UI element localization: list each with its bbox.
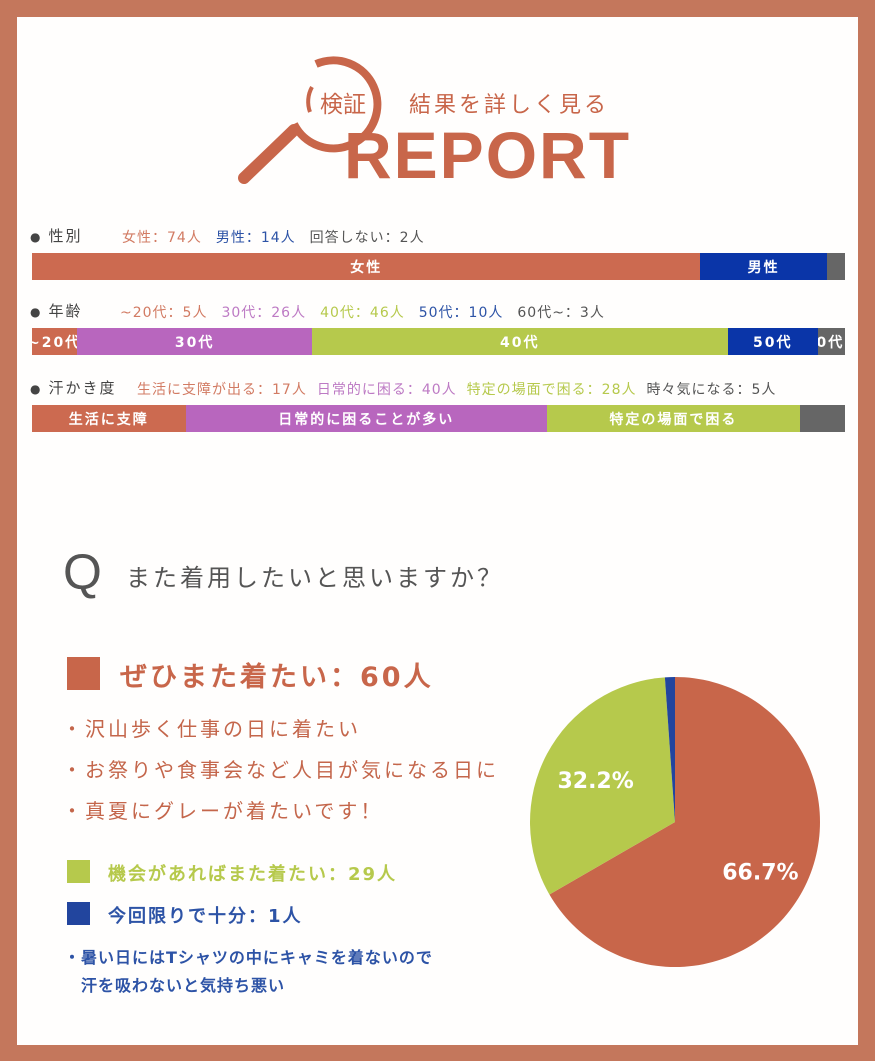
bar-segment: 60代~ xyxy=(817,328,845,355)
legend-entry: 生活に支障が出る：17人 xyxy=(137,382,307,398)
bar-segment: ~20代 xyxy=(32,328,78,355)
logo-badge: 検証 xyxy=(320,92,366,118)
legend-entry: 30代：26人 xyxy=(221,305,307,321)
row-label: ● 年齢 xyxy=(30,302,83,320)
comment: ・沢山歩く仕事の日に着たい xyxy=(62,717,361,741)
bar-segment xyxy=(826,253,845,280)
magnifier-icon xyxy=(238,56,382,184)
pie-slice xyxy=(530,677,675,895)
main-comments: ・沢山歩く仕事の日に着たい ・お祭りや食事会など人目が気になる日に ・真夏にグレ… xyxy=(62,713,499,836)
row-label: ● 汗かき度 xyxy=(30,379,117,397)
bar-segment: 30代 xyxy=(77,328,313,355)
row-legend: 女性：74人 男性：14人 回答しない：2人 xyxy=(122,227,439,247)
legend-entry: 回答しない：2人 xyxy=(309,230,425,246)
bar-segment: 50代 xyxy=(727,328,818,355)
row-label-text: 汗かき度 xyxy=(48,379,117,397)
logo-subtitle: 結果を詳しく見る xyxy=(409,93,610,118)
bar-segment: 女性 xyxy=(32,253,701,280)
stacked-bar: ~20代30代40代50代60代~ xyxy=(32,328,845,355)
row-label: ● 性別 xyxy=(30,227,83,245)
answer-third-label: 今回限りで十分：1人 xyxy=(108,906,303,927)
report-panel: 検証 結果を詳しく見る REPORT xyxy=(17,17,858,1045)
row-label-text: 年齢 xyxy=(48,302,83,320)
legend-entry: 女性：74人 xyxy=(122,230,202,246)
legend-swatch-main xyxy=(67,657,100,690)
comment: ・真夏にグレーが着たいです！ xyxy=(62,799,384,823)
stacked-bar: 女性 男性 xyxy=(32,253,845,280)
answer-main-label: ぜひまた着たい：60人 xyxy=(120,662,434,693)
legend-entry: 50代：10人 xyxy=(418,305,504,321)
pie-chart: 66.7% 32.2% xyxy=(530,677,820,967)
comment: ・暑い日にはTシャツの中にキャミを着ないので xyxy=(64,948,433,967)
comment: 汗を吸わないと気持ち悪い xyxy=(64,976,286,995)
comment: ・お祭りや食事会など人目が気になる日に xyxy=(62,758,499,782)
row-legend: 生活に支障が出る：17人 日常的に困る：40人 特定の場面で困る：28人 時々気になる… xyxy=(137,379,786,399)
logo-title: REPORT xyxy=(344,118,632,192)
bar-segment: 生活に支障 xyxy=(32,405,186,432)
third-comments: ・暑い日にはTシャツの中にキャミを着ないので 汗を吸わないと気持ち悪い xyxy=(64,944,433,1000)
pie-percent-label: 32.2% xyxy=(557,769,633,794)
legend-entry: 特定の場面で困る：28人 xyxy=(466,382,637,398)
legend-swatch-third xyxy=(67,902,90,925)
bar-segment: 日常的に困ることが多い xyxy=(185,405,547,432)
pie-slice xyxy=(664,677,675,822)
pie-slice xyxy=(549,677,820,967)
answer-second-label: 機会があればまた着たい：29人 xyxy=(108,864,398,885)
stacked-bar: 生活に支障 日常的に困ることが多い 特定の場面で困る xyxy=(32,405,845,432)
bar-segment: 40代 xyxy=(312,328,728,355)
row-label-text: 性別 xyxy=(48,227,83,245)
bar-segment xyxy=(799,405,845,432)
question-mark: Q xyxy=(63,544,102,600)
legend-entry: 日常的に困る：40人 xyxy=(316,382,457,398)
bar-segment: 特定の場面で困る xyxy=(546,405,800,432)
legend-entry: 60代~：3人 xyxy=(517,305,605,321)
bar-segment: 男性 xyxy=(700,253,827,280)
legend-entry: 男性：14人 xyxy=(215,230,296,246)
question-text: また着用したいと思いますか？ xyxy=(126,564,504,592)
pie-percent-label: 66.7% xyxy=(722,860,798,885)
legend-swatch-second xyxy=(67,860,90,883)
row-legend: ~20代：5人 30代：26人 40代：46人 50代：10人 60代~：3人 xyxy=(120,302,619,322)
legend-entry: 40代：46人 xyxy=(320,305,405,321)
legend-entry: ~20代：5人 xyxy=(120,305,208,321)
legend-entry: 時々気になる：5人 xyxy=(646,382,777,398)
